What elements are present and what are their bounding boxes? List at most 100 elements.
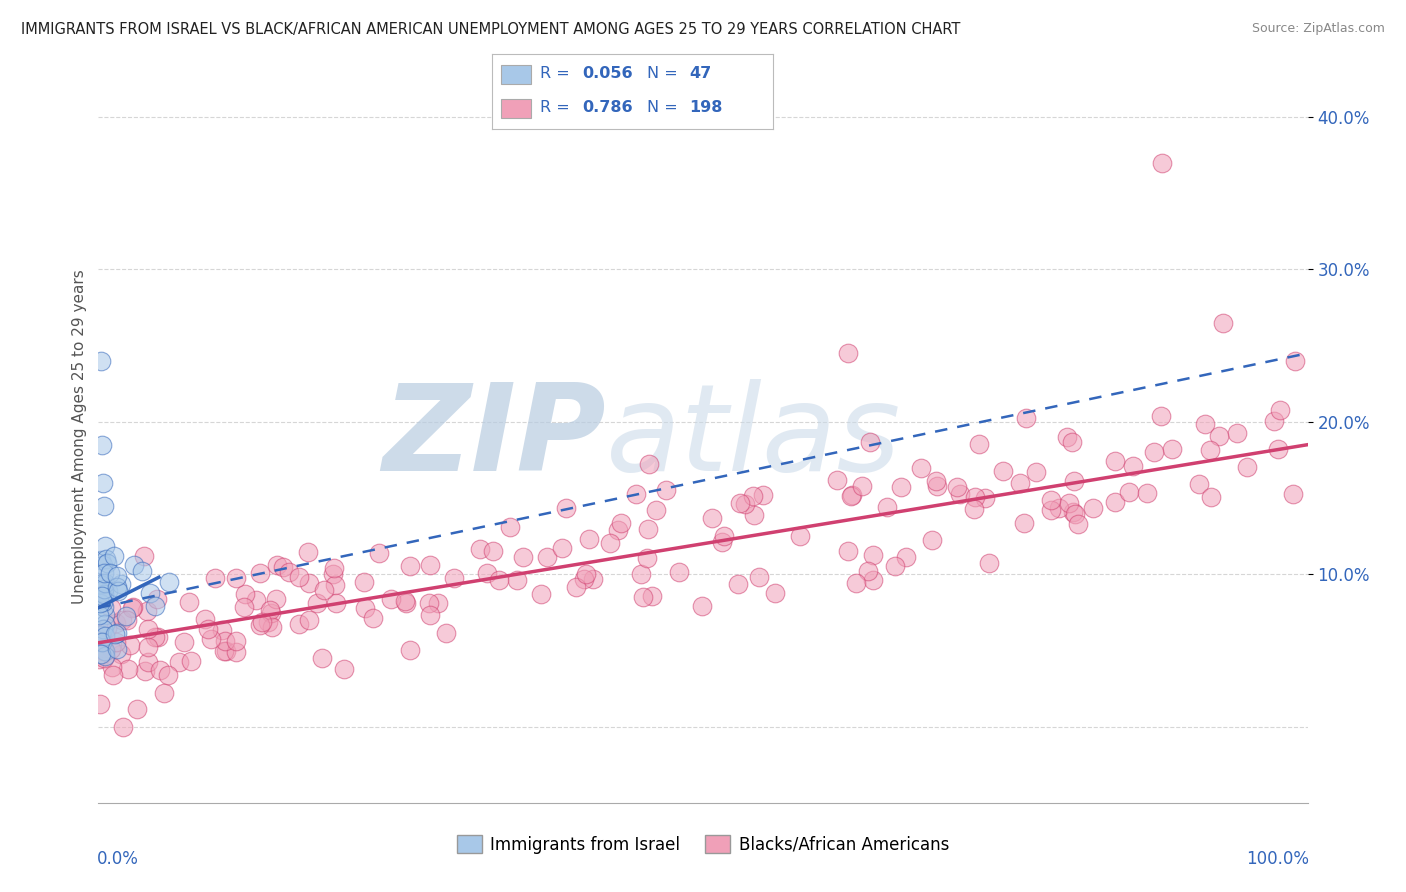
Point <box>93 576 115 591</box>
Point <box>96 556 118 570</box>
Point <box>710 535 733 549</box>
Point <box>146 591 169 606</box>
Point <box>890 480 912 494</box>
Point <box>87 607 110 622</box>
Point <box>1188 476 1211 491</box>
Point <box>90 592 112 607</box>
Point <box>94 616 117 631</box>
Point <box>211 623 233 637</box>
Point <box>249 566 271 580</box>
Point <box>323 561 346 575</box>
Point <box>115 613 138 627</box>
Point <box>925 474 948 488</box>
Point <box>94 629 117 643</box>
Point <box>200 632 222 646</box>
Point <box>298 613 321 627</box>
Point <box>963 490 986 504</box>
Point <box>839 489 862 503</box>
Point <box>138 622 160 636</box>
Legend: Immigrants from Israel, Blacks/African Americans: Immigrants from Israel, Blacks/African A… <box>450 829 956 860</box>
Point <box>89 698 111 712</box>
Point <box>87 652 110 666</box>
Point <box>1015 411 1038 425</box>
Point <box>1025 465 1047 479</box>
Point <box>193 612 215 626</box>
Text: atlas: atlas <box>606 378 901 496</box>
Point <box>655 483 678 498</box>
Point <box>136 604 159 618</box>
Point <box>235 587 257 601</box>
Point <box>157 668 180 682</box>
Point <box>111 613 134 627</box>
Point <box>1160 442 1182 457</box>
Point <box>1152 155 1174 169</box>
Point <box>690 599 713 613</box>
Point <box>1268 403 1291 417</box>
Point <box>1083 500 1105 515</box>
Point <box>167 655 190 669</box>
Point <box>977 556 1000 570</box>
Point <box>582 573 605 587</box>
Point <box>333 662 356 676</box>
Point <box>107 584 129 599</box>
FancyBboxPatch shape <box>501 99 531 118</box>
Point <box>1122 458 1144 473</box>
Point <box>298 575 321 590</box>
Point <box>734 497 756 511</box>
Point <box>499 520 522 534</box>
Point <box>713 528 735 542</box>
Point <box>249 618 271 632</box>
Point <box>214 643 236 657</box>
Point <box>837 346 859 360</box>
Text: R =: R = <box>540 100 575 115</box>
Point <box>434 626 457 640</box>
Point <box>468 541 491 556</box>
Point <box>1226 425 1249 440</box>
Point <box>578 533 600 547</box>
Point <box>641 589 664 603</box>
Point <box>354 601 377 615</box>
Point <box>630 566 652 581</box>
Point <box>93 587 115 601</box>
Point <box>103 549 125 563</box>
Point <box>844 575 866 590</box>
Point <box>90 635 112 649</box>
Point <box>1194 417 1216 431</box>
Point <box>287 570 309 584</box>
Point <box>94 644 117 658</box>
Point <box>233 599 256 614</box>
Point <box>214 634 236 648</box>
Point <box>512 550 534 565</box>
Point <box>748 570 770 584</box>
Point <box>1104 454 1126 468</box>
Point <box>93 643 115 657</box>
Point <box>1063 474 1085 488</box>
Point <box>876 500 898 515</box>
Point <box>91 475 114 490</box>
Point <box>90 553 112 567</box>
Point <box>1236 459 1258 474</box>
Point <box>139 586 162 600</box>
Point <box>862 549 884 563</box>
Point <box>204 571 226 585</box>
Point <box>100 642 122 657</box>
Point <box>418 596 440 610</box>
Text: R =: R = <box>540 66 575 81</box>
Text: 198: 198 <box>689 100 723 115</box>
Point <box>136 640 159 654</box>
Point <box>197 622 219 636</box>
Point <box>482 544 505 558</box>
Text: 0.056: 0.056 <box>582 66 633 81</box>
Point <box>256 615 278 629</box>
Point <box>117 662 139 676</box>
Point <box>949 487 972 501</box>
Point <box>93 641 115 656</box>
Point <box>94 608 117 623</box>
Point <box>110 576 132 591</box>
Point <box>322 566 344 581</box>
Point <box>967 437 990 451</box>
Point <box>884 558 907 573</box>
Point <box>645 503 668 517</box>
Point <box>1263 414 1285 428</box>
Point <box>606 523 628 537</box>
